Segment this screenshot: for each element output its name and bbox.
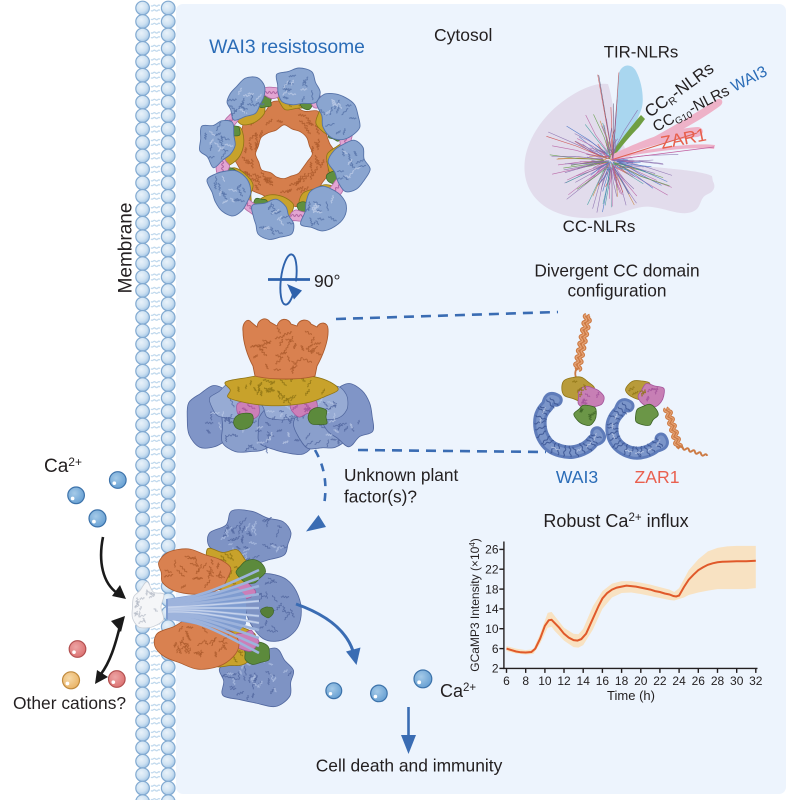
svg-text:GCaMP3 Intensity (×104): GCaMP3 Intensity (×104) — [468, 538, 482, 672]
svg-text:factor(s)?: factor(s)? — [344, 487, 417, 507]
svg-text:TIR-NLRs: TIR-NLRs — [604, 43, 679, 62]
svg-text:WAI3: WAI3 — [556, 467, 599, 487]
svg-text:Cytosol: Cytosol — [434, 25, 492, 45]
svg-text:Cell death and immunity: Cell death and immunity — [316, 756, 503, 776]
svg-text:18: 18 — [615, 674, 629, 688]
svg-text:14: 14 — [577, 674, 591, 688]
svg-text:Other cations?: Other cations? — [13, 693, 126, 713]
svg-text:ZAR1: ZAR1 — [635, 467, 680, 487]
svg-text:CC-NLRs: CC-NLRs — [563, 217, 636, 236]
svg-text:Divergent CC domain: Divergent CC domain — [534, 261, 699, 281]
svg-text:18: 18 — [485, 582, 499, 596]
svg-text:6: 6 — [503, 674, 510, 688]
svg-text:10: 10 — [538, 674, 552, 688]
svg-text:14: 14 — [485, 602, 499, 616]
svg-text:Membrane: Membrane — [116, 203, 137, 294]
svg-text:2: 2 — [492, 662, 499, 676]
svg-text:32: 32 — [749, 674, 763, 688]
svg-text:22: 22 — [485, 562, 499, 576]
svg-text:6: 6 — [492, 642, 499, 656]
svg-text:26: 26 — [485, 543, 499, 557]
svg-text:22: 22 — [653, 674, 667, 688]
svg-text:30: 30 — [730, 674, 744, 688]
svg-text:20: 20 — [634, 674, 648, 688]
svg-text:Robust Ca2+ influx: Robust Ca2+ influx — [543, 511, 688, 531]
svg-text:26: 26 — [692, 674, 706, 688]
svg-text:10: 10 — [485, 622, 499, 636]
svg-text:8: 8 — [522, 674, 529, 688]
svg-text:28: 28 — [711, 674, 725, 688]
svg-text:configuration: configuration — [568, 281, 667, 301]
svg-text:90°: 90° — [314, 271, 340, 291]
svg-text:24: 24 — [672, 674, 686, 688]
svg-text:Unknown plant: Unknown plant — [344, 465, 459, 485]
svg-text:Time (h): Time (h) — [607, 688, 655, 703]
svg-text:16: 16 — [596, 674, 610, 688]
svg-text:12: 12 — [557, 674, 571, 688]
svg-text:WAI3 resistosome: WAI3 resistosome — [209, 37, 365, 58]
